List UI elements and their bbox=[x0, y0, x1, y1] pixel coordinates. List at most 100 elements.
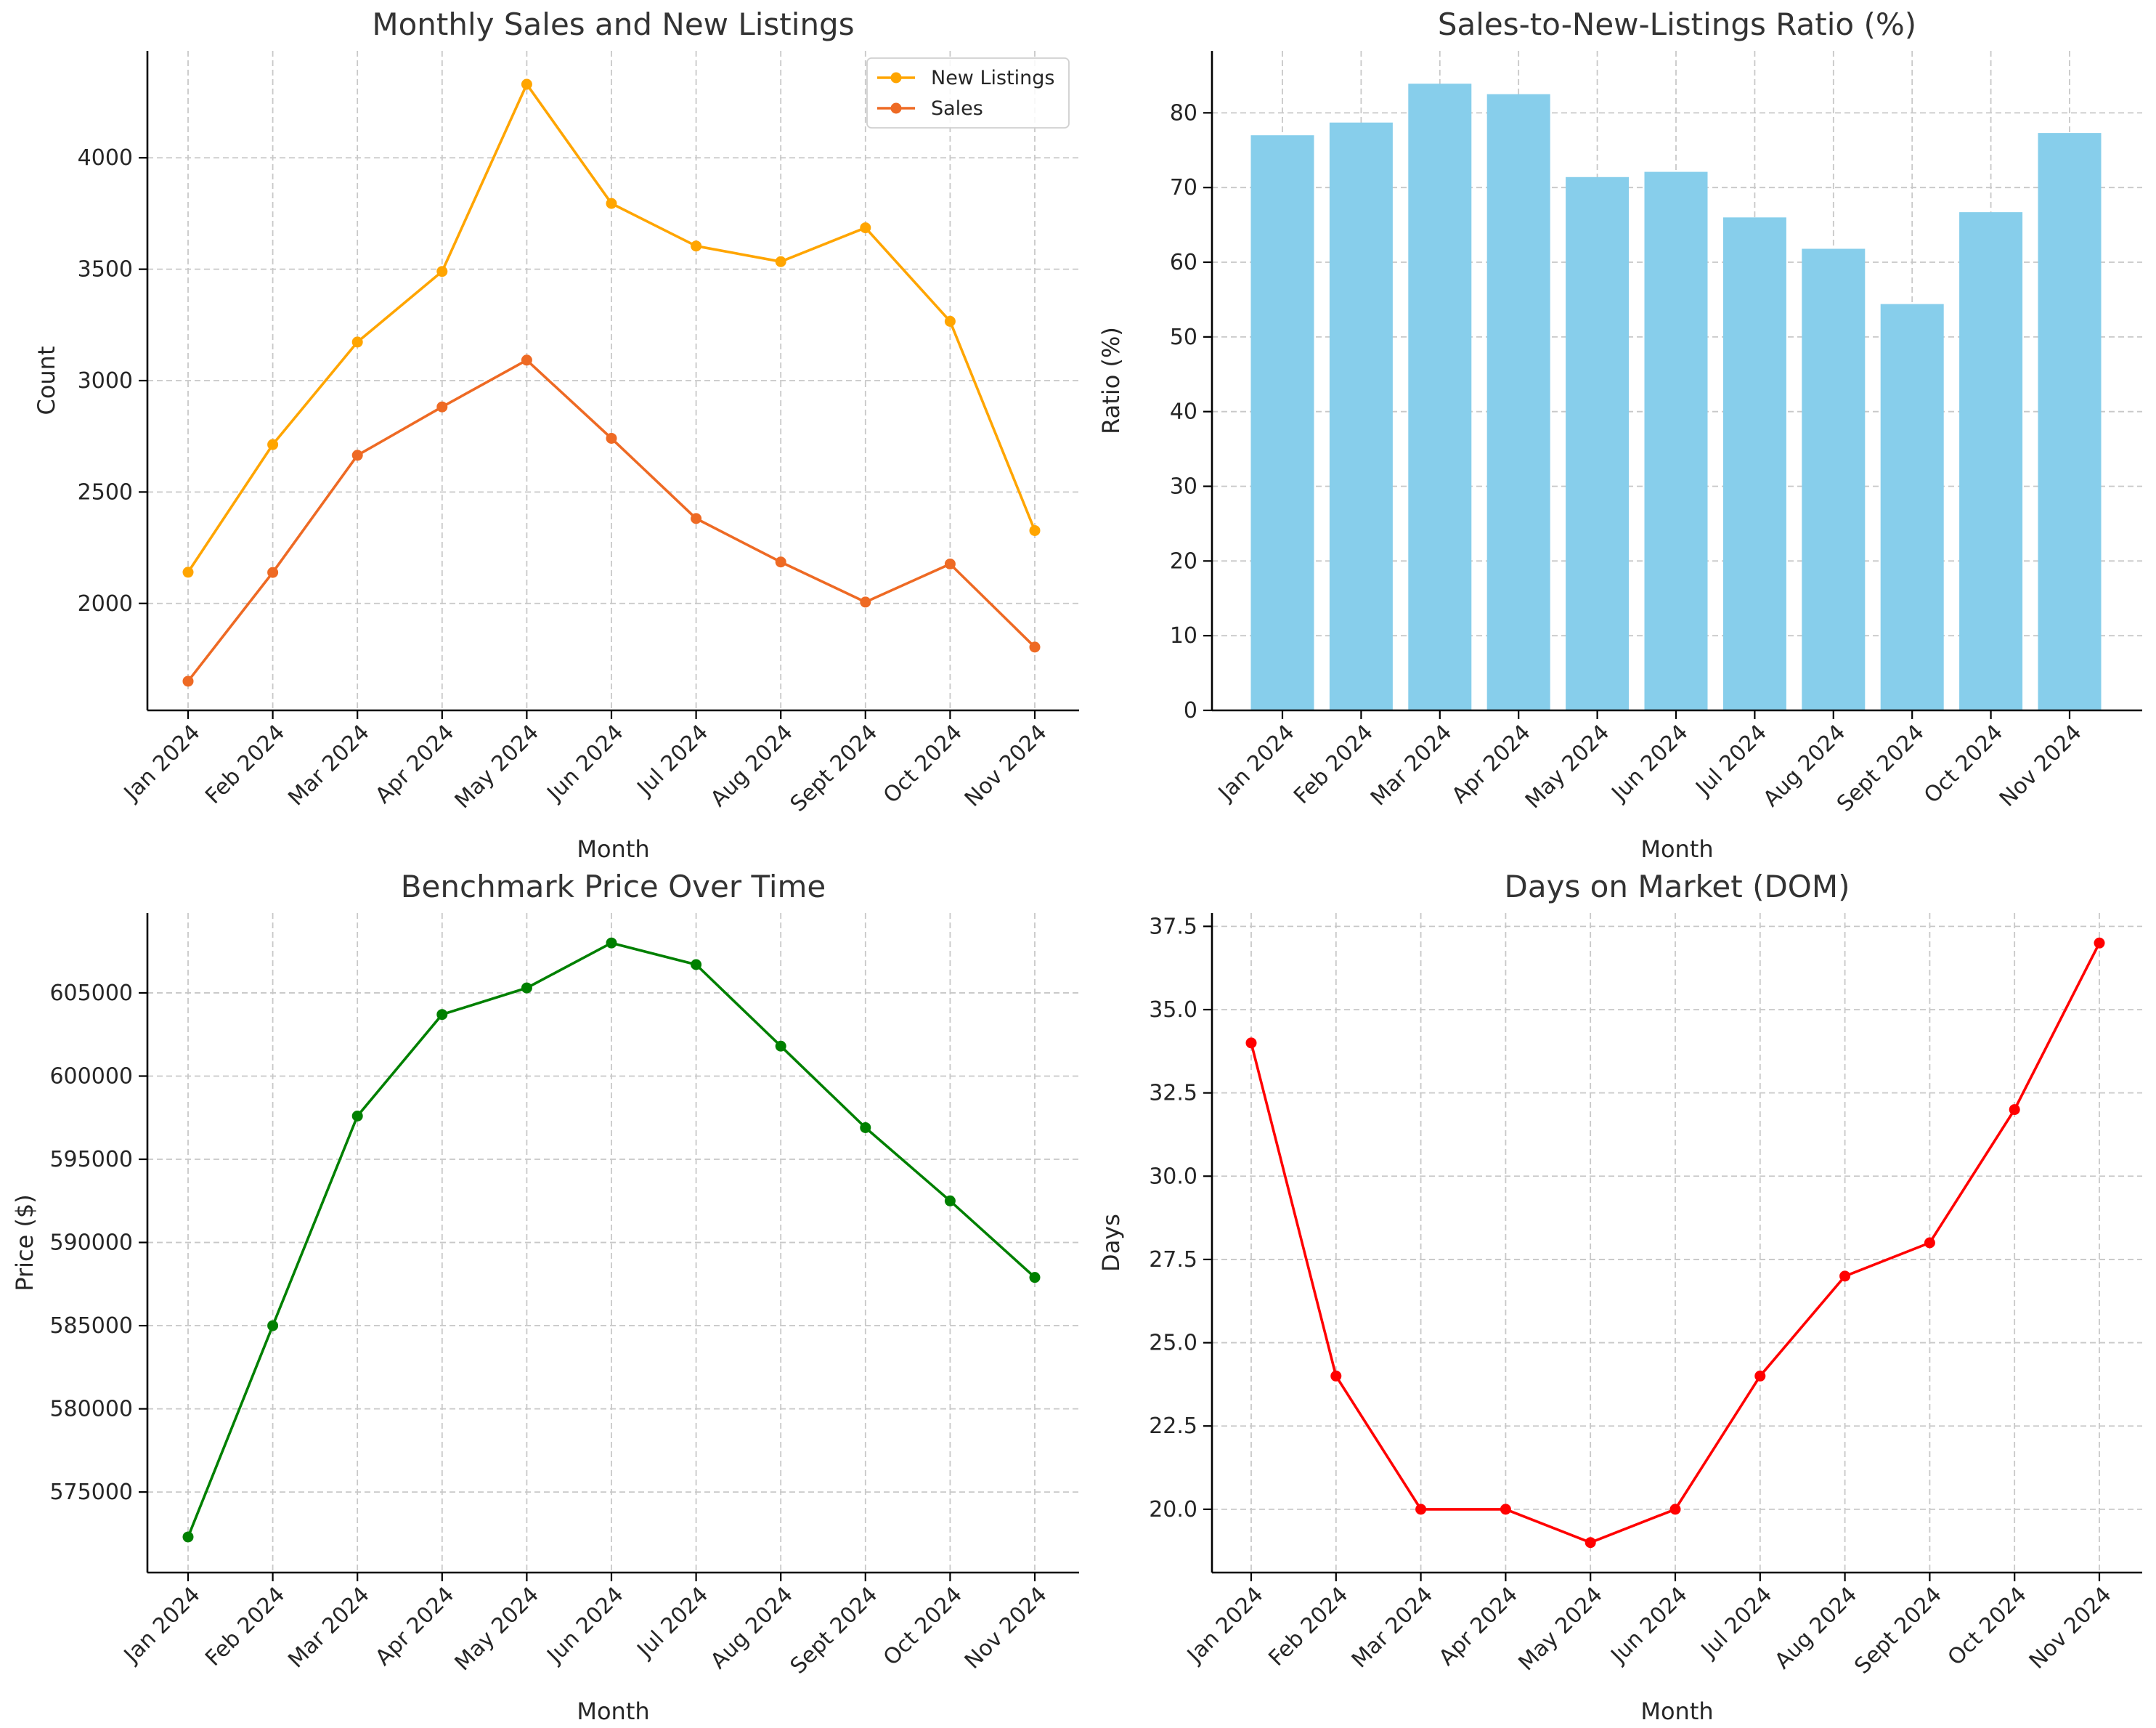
data-point bbox=[182, 567, 194, 578]
data-point bbox=[1839, 1270, 1851, 1282]
y-tick-label: 605000 bbox=[49, 981, 133, 1006]
data-point bbox=[775, 256, 786, 267]
data-point bbox=[521, 354, 532, 366]
y-tick-label: 595000 bbox=[49, 1147, 133, 1172]
y-tick-label: 37.5 bbox=[1149, 914, 1197, 939]
y-tick-label: 70 bbox=[1170, 175, 1197, 200]
y-tick-label: 575000 bbox=[49, 1480, 133, 1505]
y-tick-label: 2500 bbox=[78, 479, 133, 505]
data-point bbox=[775, 556, 786, 568]
y-tick-label: 32.5 bbox=[1149, 1081, 1197, 1106]
data-point bbox=[691, 959, 702, 970]
y-axis-label: Count bbox=[33, 346, 60, 415]
chart-title: Days on Market (DOM) bbox=[1505, 869, 1850, 904]
y-tick-label: 35.0 bbox=[1149, 997, 1197, 1023]
y-tick-label: 30 bbox=[1170, 474, 1197, 500]
y-tick-label: 585000 bbox=[49, 1313, 133, 1339]
y-tick-label: 0 bbox=[1184, 698, 1197, 723]
y-tick-label: 4000 bbox=[78, 145, 133, 171]
x-axis-label: Month bbox=[577, 1697, 649, 1725]
y-axis-label: Ratio (%) bbox=[1097, 327, 1125, 434]
bar bbox=[2038, 133, 2102, 710]
data-point bbox=[2094, 937, 2105, 949]
data-point bbox=[521, 78, 532, 90]
data-point bbox=[267, 439, 279, 450]
y-tick-label: 80 bbox=[1170, 100, 1197, 126]
data-point bbox=[860, 1121, 871, 1133]
data-point bbox=[1500, 1504, 1511, 1515]
data-point bbox=[944, 1195, 956, 1206]
y-tick-label: 22.5 bbox=[1149, 1413, 1197, 1439]
y-tick-label: 3000 bbox=[78, 368, 133, 394]
y-tick-label: 60 bbox=[1170, 250, 1197, 275]
y-tick-label: 25.0 bbox=[1149, 1331, 1197, 1356]
data-point bbox=[351, 336, 363, 348]
legend-label: Sales bbox=[931, 97, 983, 120]
data-point bbox=[606, 937, 617, 949]
data-point bbox=[1245, 1037, 1257, 1049]
data-point bbox=[351, 450, 363, 461]
data-point bbox=[1585, 1537, 1596, 1549]
bar bbox=[1880, 304, 1944, 710]
y-tick-label: 20.0 bbox=[1149, 1497, 1197, 1522]
bar bbox=[1329, 122, 1393, 710]
y-tick-label: 3500 bbox=[78, 257, 133, 283]
data-point bbox=[775, 1040, 786, 1052]
legend: New Listings Sales bbox=[866, 57, 1070, 129]
chart-title: Sales-to-New-Listings Ratio (%) bbox=[1438, 7, 1916, 42]
data-point bbox=[182, 676, 194, 687]
legend-box bbox=[866, 57, 1070, 129]
y-tick-label: 30.0 bbox=[1149, 1164, 1197, 1189]
data-point bbox=[182, 1531, 194, 1543]
x-axis-label: Month bbox=[1640, 1697, 1713, 1725]
y-tick-label: 20 bbox=[1170, 548, 1197, 574]
data-point bbox=[521, 982, 532, 994]
data-point bbox=[267, 1320, 279, 1331]
y-tick-label: 590000 bbox=[49, 1230, 133, 1256]
y-tick-label: 50 bbox=[1170, 325, 1197, 350]
chart-title: Monthly Sales and New Listings bbox=[372, 7, 854, 42]
data-point bbox=[436, 401, 448, 413]
bar bbox=[1486, 94, 1550, 710]
y-tick-label: 10 bbox=[1170, 623, 1197, 649]
legend-swatch-marker bbox=[890, 102, 902, 114]
bar bbox=[1722, 217, 1786, 710]
data-point bbox=[1330, 1370, 1342, 1382]
data-point bbox=[1924, 1237, 1935, 1249]
data-point bbox=[351, 1110, 363, 1121]
data-point bbox=[1029, 1272, 1041, 1283]
bar bbox=[1408, 84, 1472, 711]
data-point bbox=[606, 432, 617, 444]
data-point bbox=[1029, 641, 1041, 653]
bar bbox=[1802, 248, 1866, 711]
data-point bbox=[436, 1009, 448, 1021]
data-point bbox=[1669, 1504, 1681, 1515]
chart-title: Benchmark Price Over Time bbox=[401, 869, 826, 904]
data-point bbox=[1754, 1370, 1766, 1382]
bar bbox=[1959, 212, 2023, 711]
y-tick-label: 40 bbox=[1170, 399, 1197, 425]
data-point bbox=[1029, 524, 1041, 536]
data-point bbox=[606, 198, 617, 209]
data-point bbox=[944, 558, 956, 569]
y-tick-label: 27.5 bbox=[1149, 1247, 1197, 1273]
data-point bbox=[267, 567, 279, 578]
data-point bbox=[2009, 1104, 2020, 1116]
bar bbox=[1566, 177, 1630, 711]
y-tick-label: 2000 bbox=[78, 591, 133, 617]
data-point bbox=[860, 596, 871, 608]
data-point bbox=[691, 513, 702, 524]
data-point bbox=[860, 222, 871, 234]
y-axis-label: Price ($) bbox=[11, 1194, 38, 1291]
x-axis-label: Month bbox=[1640, 835, 1713, 863]
legend-label: New Listings bbox=[931, 67, 1055, 89]
x-axis-label: Month bbox=[577, 835, 649, 863]
bar bbox=[1250, 135, 1314, 710]
data-point bbox=[691, 240, 702, 252]
y-tick-label: 580000 bbox=[49, 1397, 133, 1422]
y-axis-label: Days bbox=[1097, 1214, 1125, 1272]
y-tick-label: 600000 bbox=[49, 1063, 133, 1089]
legend-swatch-marker bbox=[890, 72, 902, 84]
